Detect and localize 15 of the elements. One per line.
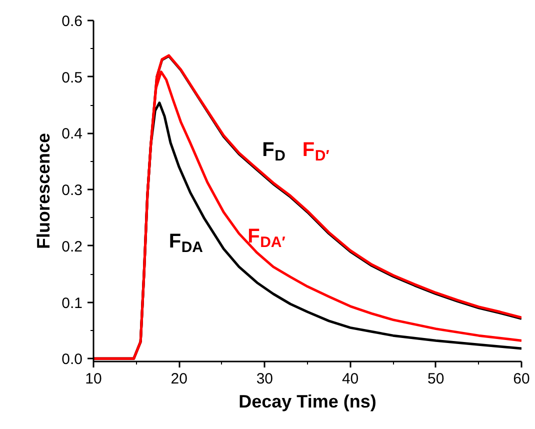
x-tick-label: 20	[170, 370, 188, 388]
x-tick-label: 10	[85, 370, 102, 388]
x-tick-label: 60	[513, 370, 530, 388]
y-tick-label: 0.0	[62, 351, 83, 368]
y-tick-label: 0.5	[62, 69, 83, 86]
x-tick-label: 30	[256, 370, 274, 388]
y-tick-label: 0.3	[62, 182, 83, 200]
x-tick-label: 50	[428, 370, 444, 388]
y-tick-label: 0.2	[62, 238, 83, 256]
y-axis-title: Fluorescence	[34, 132, 54, 250]
x-axis-title: Decay Time (ns)	[238, 392, 376, 412]
y-tick-label: 0.1	[62, 294, 83, 312]
y-tick-label: 0.6	[62, 13, 83, 30]
x-tick-label: 40	[342, 370, 359, 388]
y-tick-label: 0.4	[62, 126, 83, 143]
